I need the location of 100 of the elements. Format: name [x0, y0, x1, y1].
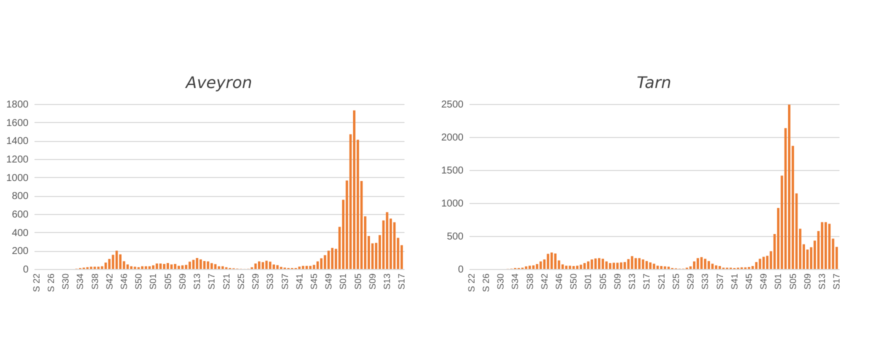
x-tick-label: S17: [396, 274, 407, 290]
x-tick-label: S42: [104, 274, 114, 290]
x-tick-label: S29: [686, 274, 696, 290]
x-tick-label: S38: [524, 274, 535, 290]
bar: [554, 253, 557, 269]
x-tick-label: S01: [773, 274, 784, 290]
bar: [188, 262, 191, 269]
x-tick-label: S 22: [31, 274, 42, 292]
bar: [627, 259, 630, 269]
x-tick-label: S17: [206, 274, 217, 290]
bar: [386, 212, 388, 269]
bar: [612, 262, 615, 269]
x-tick-label: S09: [367, 274, 378, 290]
x-tick-label: S50: [568, 274, 579, 290]
bar: [788, 104, 790, 269]
x-tick-label: S41: [729, 274, 740, 290]
y-tick-label: 800: [12, 191, 29, 202]
bar: [221, 266, 224, 269]
bar: [540, 261, 542, 269]
x-tick-label: S42: [539, 274, 550, 290]
y-tick-label: 500: [446, 232, 464, 242]
bar: [353, 110, 356, 269]
bar: [704, 258, 706, 269]
y-tick-label: 1200: [6, 154, 29, 166]
x-tick-label: S45: [309, 274, 320, 290]
y-tick-label: 0: [458, 264, 464, 276]
bar: [602, 258, 604, 269]
bar: [316, 261, 319, 269]
bar: [108, 258, 111, 269]
bar: [646, 261, 648, 269]
bar: [528, 266, 531, 269]
x-tick-label: S38: [90, 274, 100, 290]
bar: [327, 250, 330, 269]
y-tick-label: 1600: [6, 118, 29, 129]
y-tick-label: 2000: [441, 132, 464, 144]
bar: [580, 264, 582, 269]
bar: [550, 252, 553, 269]
bar: [718, 266, 721, 269]
bar: [306, 266, 308, 269]
bar: [203, 261, 206, 269]
bar: [714, 265, 718, 269]
bar: [184, 264, 188, 269]
bar: [598, 258, 600, 269]
y-tick-label: 600: [12, 210, 29, 220]
bar: [660, 266, 662, 269]
bar: [214, 264, 217, 269]
bar: [268, 262, 272, 269]
x-tick-label: S17: [642, 274, 652, 290]
bar: [200, 259, 202, 269]
bar: [174, 264, 176, 269]
chart-title: Aveyron: [184, 73, 252, 92]
bar: [532, 265, 535, 269]
bar: [590, 259, 594, 269]
bar: [524, 266, 528, 269]
bar: [320, 258, 323, 269]
x-tick-label: S49: [758, 274, 769, 290]
x-tick-label: S34: [510, 274, 520, 290]
y-tick-label: 1800: [6, 100, 29, 110]
bar: [104, 262, 107, 269]
x-tick-label: S09: [177, 274, 188, 290]
x-tick-label: S17: [832, 274, 842, 290]
bar: [119, 254, 122, 269]
bar: [565, 266, 568, 269]
x-tick-label: S30: [496, 274, 506, 290]
bar: [820, 222, 824, 269]
y-tick-label: 0: [22, 264, 29, 276]
bar: [166, 263, 170, 269]
bar: [620, 262, 622, 269]
x-tick-label: S21: [656, 274, 666, 290]
bar: [130, 266, 132, 269]
bar: [656, 266, 659, 269]
bar: [561, 264, 564, 269]
chart-title: Tarn: [636, 73, 672, 92]
bar: [708, 261, 710, 269]
x-tick-label: S05: [352, 274, 363, 290]
bar: [115, 250, 118, 269]
x-tick-label: S01: [148, 274, 158, 290]
x-tick-label: S37: [714, 274, 725, 290]
y-tick-label: 1500: [441, 166, 464, 176]
x-tick-label: S21: [221, 274, 232, 290]
x-tick-label: S01: [583, 274, 594, 290]
x-tick-label: S45: [744, 274, 754, 290]
bar: [608, 263, 612, 269]
bar: [262, 262, 264, 269]
y-tick-label: 1000: [441, 198, 464, 210]
bar: [755, 262, 758, 269]
bar: [192, 260, 195, 269]
x-tick-label: S13: [192, 274, 202, 290]
bar: [196, 258, 198, 269]
bar: [309, 266, 312, 269]
x-tick-label: S13: [382, 274, 392, 290]
x-tick-label: S50: [134, 274, 144, 290]
bar: [751, 266, 754, 269]
x-tick-label: S 26: [480, 274, 491, 292]
bar: [583, 263, 586, 269]
bar: [762, 256, 765, 269]
y-tick-label: 2500: [441, 100, 464, 110]
x-tick-label: S46: [554, 274, 564, 290]
x-tick-label: S30: [60, 274, 71, 290]
bar: [156, 264, 158, 269]
